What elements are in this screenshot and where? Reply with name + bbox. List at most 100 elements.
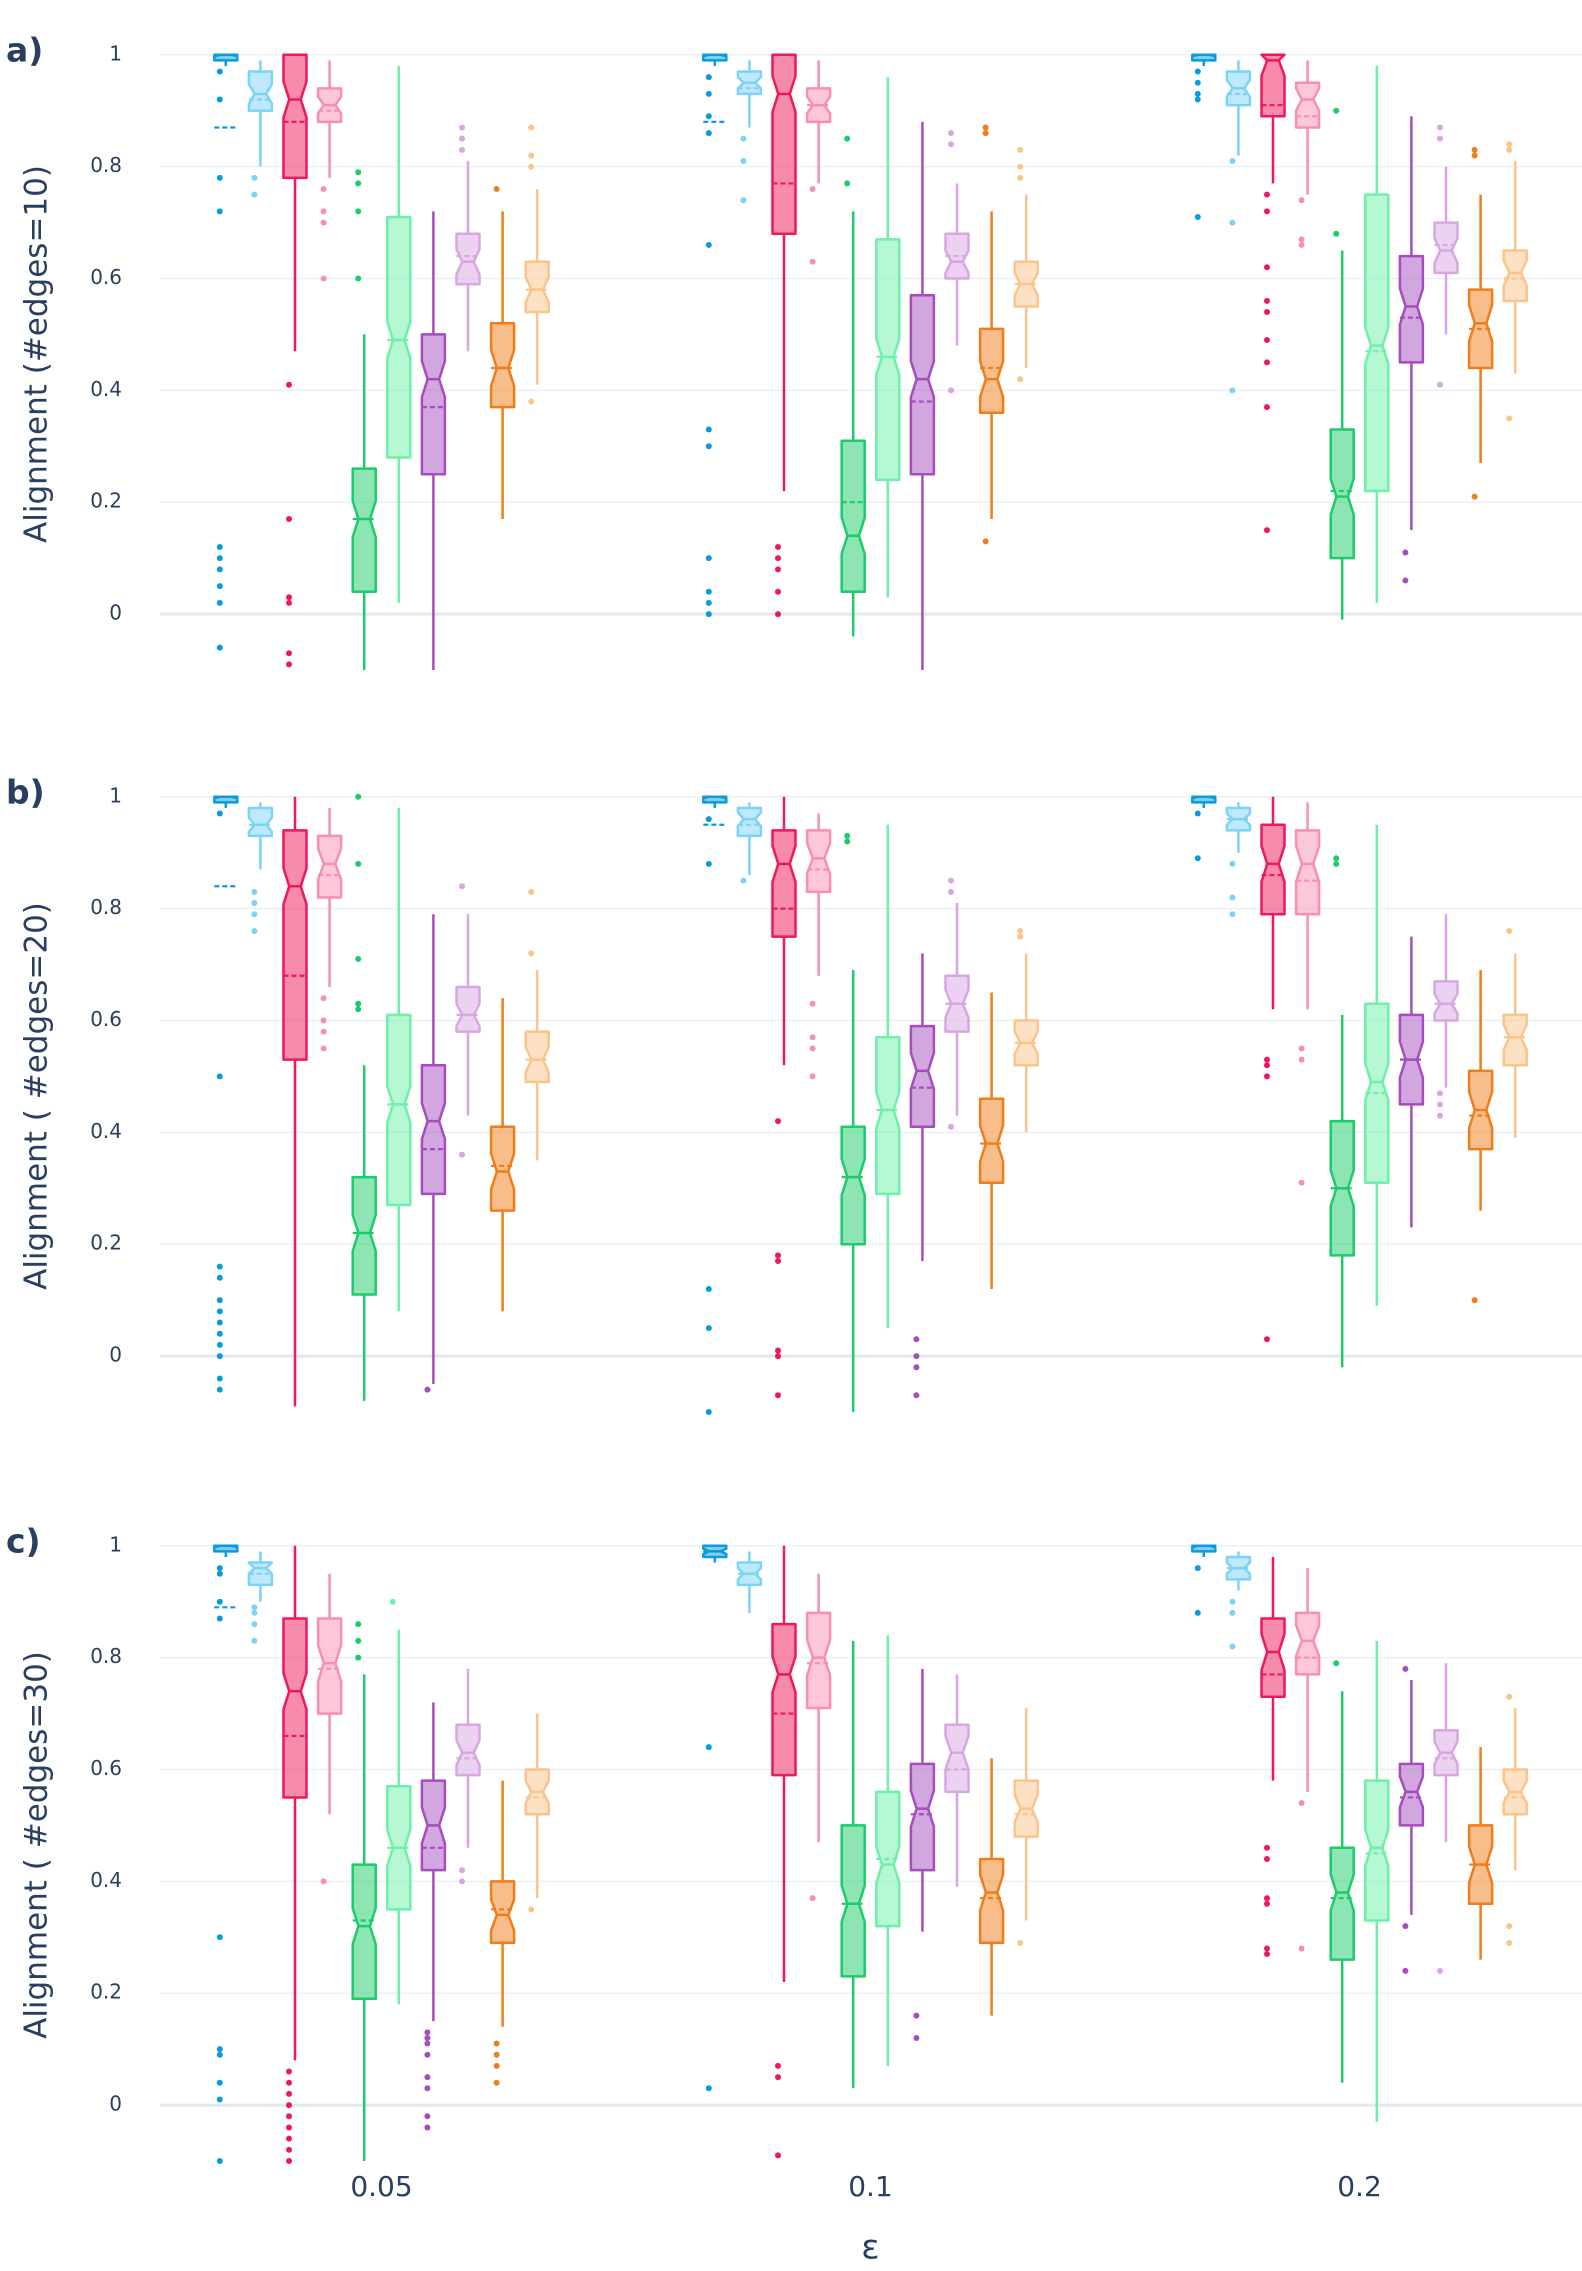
box bbox=[524, 1030, 550, 1084]
outlier bbox=[982, 538, 989, 545]
box bbox=[909, 294, 936, 476]
outlier bbox=[1402, 1923, 1409, 1930]
outlier bbox=[1298, 241, 1305, 248]
outlier bbox=[705, 90, 712, 97]
outlier bbox=[216, 810, 223, 817]
outlier bbox=[320, 1878, 327, 1885]
outlier bbox=[1194, 96, 1201, 103]
outlier bbox=[775, 1392, 781, 1399]
outlier bbox=[216, 96, 223, 103]
outlier bbox=[459, 1867, 465, 1874]
outlier bbox=[355, 1654, 362, 1661]
outlier bbox=[1264, 1855, 1270, 1862]
outlier bbox=[775, 543, 781, 550]
outlier bbox=[1437, 124, 1443, 131]
box bbox=[282, 53, 308, 180]
box bbox=[944, 1723, 970, 1794]
outlier bbox=[1194, 90, 1201, 97]
outlier bbox=[1194, 1565, 1201, 1572]
outlier bbox=[1298, 1945, 1305, 1952]
outlier bbox=[216, 1934, 223, 1941]
outlier bbox=[913, 1392, 920, 1399]
y-tick-label: 0.8 bbox=[90, 895, 122, 919]
y-tick-label: 0.8 bbox=[90, 1644, 122, 1668]
outlier bbox=[705, 443, 712, 450]
box bbox=[524, 260, 550, 314]
outlier bbox=[1298, 236, 1305, 243]
y-tick-label: 0.8 bbox=[90, 153, 122, 177]
outlier bbox=[286, 661, 292, 668]
outlier bbox=[1194, 810, 1201, 817]
outlier bbox=[286, 2079, 292, 2086]
outlier bbox=[705, 130, 712, 137]
outlier bbox=[1402, 577, 1409, 584]
outlier bbox=[1471, 146, 1478, 153]
box bbox=[1294, 829, 1321, 916]
box bbox=[386, 215, 412, 459]
outlier bbox=[913, 1353, 920, 1360]
outlier bbox=[216, 2096, 223, 2103]
outlier bbox=[1298, 1800, 1305, 1807]
outlier bbox=[1264, 1895, 1270, 1902]
outlier bbox=[1229, 911, 1236, 918]
outlier bbox=[286, 515, 292, 522]
outlier bbox=[1506, 1939, 1513, 1946]
box bbox=[840, 1824, 866, 1978]
outlier bbox=[775, 1252, 781, 1259]
outlier bbox=[913, 2012, 920, 2019]
outlier bbox=[1264, 191, 1270, 198]
outlier bbox=[251, 191, 258, 198]
box bbox=[282, 1617, 308, 1799]
plot-area bbox=[213, 793, 1528, 1415]
outlier bbox=[1333, 1660, 1340, 1667]
outlier bbox=[1506, 141, 1513, 148]
outlier bbox=[320, 995, 327, 1002]
outlier bbox=[355, 793, 362, 800]
outlier bbox=[216, 2051, 223, 2058]
box bbox=[840, 439, 866, 593]
outlier bbox=[493, 2051, 500, 2058]
outlier bbox=[424, 2029, 431, 2036]
outlier bbox=[1017, 928, 1024, 935]
outlier bbox=[1471, 493, 1478, 500]
y-tick-label: 0.6 bbox=[90, 1756, 122, 1780]
outlier bbox=[251, 1621, 258, 1628]
outlier bbox=[286, 2158, 292, 2164]
y-tick-label: 0.6 bbox=[90, 1007, 122, 1031]
outlier bbox=[705, 599, 712, 606]
outlier bbox=[389, 1598, 396, 1605]
outlier bbox=[1333, 107, 1340, 114]
outlier bbox=[1194, 213, 1201, 220]
plot-area bbox=[213, 1544, 1528, 2164]
outlier bbox=[355, 208, 362, 215]
outlier bbox=[216, 2079, 223, 2086]
outlier bbox=[424, 2085, 431, 2092]
outlier bbox=[320, 208, 327, 215]
outlier bbox=[1229, 1609, 1236, 1616]
outlier bbox=[705, 113, 712, 120]
outlier bbox=[705, 1285, 712, 1292]
outlier bbox=[844, 832, 851, 839]
box bbox=[351, 1175, 377, 1296]
plot-area bbox=[213, 53, 1528, 670]
y-tick-label: 1 bbox=[109, 41, 122, 65]
outlier bbox=[1264, 359, 1270, 366]
box bbox=[351, 467, 377, 593]
outlier bbox=[1471, 152, 1478, 159]
outlier bbox=[424, 2051, 431, 2058]
outlier bbox=[1437, 135, 1443, 142]
outlier bbox=[355, 1006, 362, 1013]
outlier bbox=[320, 1045, 327, 1052]
outlier bbox=[286, 2135, 292, 2142]
outlier bbox=[1264, 1951, 1270, 1958]
box bbox=[1329, 428, 1355, 560]
outlier bbox=[1229, 1643, 1236, 1650]
outlier bbox=[982, 130, 989, 137]
outlier bbox=[251, 1604, 258, 1611]
outlier bbox=[705, 555, 712, 562]
outlier bbox=[705, 1744, 712, 1751]
outlier bbox=[1264, 1900, 1270, 1907]
outlier bbox=[424, 2113, 431, 2120]
